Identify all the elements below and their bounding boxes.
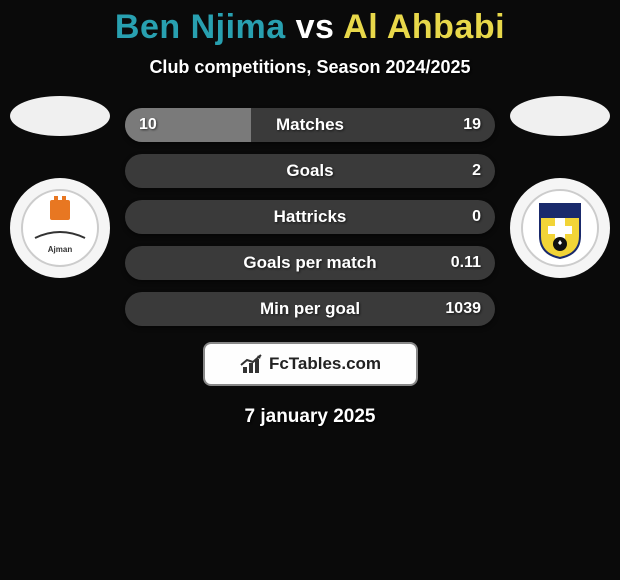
player-left-name: Ben Njima: [115, 8, 286, 46]
stat-row: Goals2: [125, 154, 495, 188]
stat-label: Goals per match: [125, 246, 495, 280]
comparison-title: Ben Njima vs Al Ahbabi: [0, 0, 620, 47]
stat-value-left: 10: [139, 108, 157, 142]
stat-label: Goals: [125, 154, 495, 188]
stat-label: Min per goal: [125, 292, 495, 326]
stat-value-right: 2: [472, 154, 481, 188]
player-right-slot: [510, 96, 610, 278]
club-left-logo: Ajman: [20, 188, 100, 268]
brand-text: FcTables.com: [269, 354, 381, 374]
stat-value-right: 0: [472, 200, 481, 234]
chart-icon: [239, 353, 265, 375]
player-right-avatar: [510, 96, 610, 136]
svg-text:Ajman: Ajman: [48, 245, 73, 254]
club-left-badge: Ajman: [10, 178, 110, 278]
subtitle: Club competitions, Season 2024/2025: [0, 57, 620, 78]
stat-row: Min per goal1039: [125, 292, 495, 326]
stat-label: Matches: [125, 108, 495, 142]
stat-value-right: 0.11: [451, 246, 481, 280]
comparison-body: Ajman Matches10 19 Goals2 Hattricks0 Goals p…: [0, 108, 620, 428]
date-text: 7 january 2025: [0, 406, 620, 428]
player-left-slot: Ajman: [10, 96, 110, 278]
brand-box[interactable]: FcTables.com: [203, 342, 418, 386]
stat-label: Hattricks: [125, 200, 495, 234]
club-right-logo: [520, 188, 600, 268]
club-right-badge: [510, 178, 610, 278]
player-right-name: Al Ahbabi: [343, 8, 505, 46]
stat-row: Matches10 19: [125, 108, 495, 142]
stat-value-right: 1039: [445, 292, 481, 326]
stat-row: Hattricks0: [125, 200, 495, 234]
player-left-avatar: [10, 96, 110, 136]
vs-label: vs: [296, 8, 335, 46]
stat-value-right: 19: [463, 108, 481, 142]
stat-row: Goals per match0.11: [125, 246, 495, 280]
